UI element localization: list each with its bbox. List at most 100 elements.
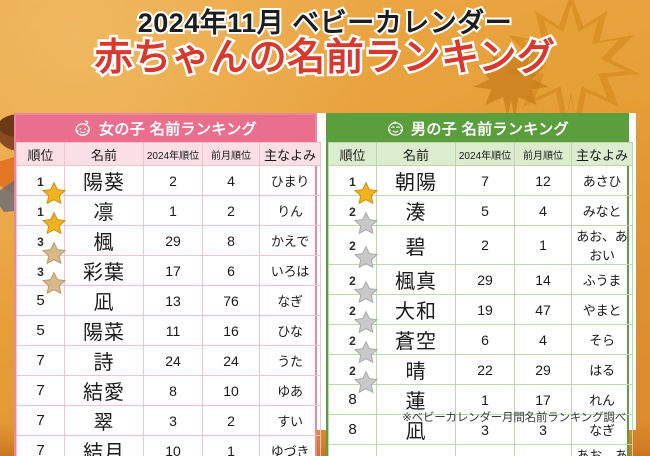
cell-name: 楓真 <box>376 264 456 295</box>
cell-reading: ひまり <box>259 165 321 196</box>
cell-name: 陽葵 <box>64 165 144 196</box>
boys-table-title-text: 男の子 名前ランキング <box>410 121 570 138</box>
col-header-year-rank: 2024年順位 <box>455 142 515 166</box>
cell-prev-month-rank: 8 <box>202 225 260 256</box>
cell-name: 凪 <box>376 414 456 445</box>
title-line-1: 2024年11月 ベビーカレンダー <box>136 6 514 40</box>
cell-year-rank: 6 <box>455 324 515 355</box>
cell-name: 結月 <box>64 435 144 456</box>
boys-ranking-table: 男の子 名前ランキング 順位 名前 2024年順位 前月順位 主なよみ 1 朝陽 7… <box>326 113 633 456</box>
col-header-name: 名前 <box>376 142 456 166</box>
page-title: 2024年11月 ベビーカレンダー 赤ちゃんの名前ランキング <box>0 6 650 82</box>
cell-year-rank: 2 <box>143 165 203 196</box>
cell-prev-month-rank: 4 <box>514 324 572 355</box>
table-row: 3 楓 29 8 かえで <box>16 225 321 264</box>
cell-reading: はる <box>571 354 633 385</box>
cell-rank: 7 <box>16 345 65 376</box>
col-header-prev-month-rank: 前月順位 <box>514 142 572 166</box>
cell-prev-month-rank: 47 <box>514 294 572 325</box>
cell-name: 陽菜 <box>64 315 144 346</box>
boys-table: 順位 名前 2024年順位 前月順位 主なよみ 1 朝陽 7 12 あさひ 2 湊 5 4 みなと… <box>328 142 633 456</box>
cell-rank: 7 <box>16 405 65 436</box>
girls-table-body: 1 陽葵 2 4 ひまり 1 凛 1 2 りん 3 楓 29 8 かえで 3 彩葉 17 6 いろは 5 凪 13 76 なぎ 5… <box>16 165 321 456</box>
boys-header-row: 順位 名前 2024年順位 前月順位 主なよみ <box>328 142 633 166</box>
cell-rank: 2 <box>328 225 378 269</box>
cell-prev-month-rank: 1 <box>514 225 572 265</box>
table-row: 7 詩 24 24 うた <box>16 345 321 376</box>
cell-name: 凪 <box>64 285 144 316</box>
cell-name: 蓮 <box>376 384 456 415</box>
cell-year-rank: 1 <box>455 384 515 415</box>
cell-rank: 1 <box>16 165 66 204</box>
cell-year-rank: 8 <box>143 375 203 406</box>
cell-year-rank: 17 <box>143 255 203 286</box>
cell-reading: あお、あおい <box>571 225 633 265</box>
cell-name: 彩葉 <box>64 255 144 286</box>
cell-rank: 2 <box>328 354 378 393</box>
cell-year-rank: 15 <box>455 444 515 456</box>
cell-year-rank: 11 <box>143 315 203 346</box>
cell-name: 湊 <box>376 195 456 226</box>
table-row: 3 彩葉 17 6 いろは <box>16 255 321 294</box>
cell-reading: ふうま <box>571 264 633 295</box>
table-row: 2 蒼空 6 4 そら <box>328 324 633 363</box>
boys-table-header: 男の子 名前ランキング <box>328 115 627 142</box>
cell-reading: やまと <box>571 294 633 325</box>
girls-table-title-text: 女の子 名前ランキング <box>98 121 258 138</box>
cell-reading: あお、あおい <box>571 444 633 456</box>
cell-year-rank: 2 <box>455 225 515 265</box>
cell-reading: そら <box>571 324 633 355</box>
cell-prev-month-rank: 6 <box>202 255 260 286</box>
cell-year-rank: 10 <box>143 435 203 456</box>
table-row: 7 結愛 8 10 ゆあ <box>16 375 321 406</box>
cell-prev-month-rank: 29 <box>514 354 572 385</box>
cell-year-rank: 29 <box>143 225 203 256</box>
table-row: 8蒼1522あお、あおい <box>328 444 633 456</box>
table-row: 7 結月 10 1 ゆづき <box>16 435 321 456</box>
cell-prev-month-rank: 2 <box>202 195 260 226</box>
cell-rank: 8 <box>328 444 377 456</box>
cell-prev-month-rank: 22 <box>514 444 572 456</box>
cell-rank: 2 <box>328 324 378 363</box>
cell-reading: うた <box>259 345 321 376</box>
table-row: 5 陽菜 11 16 ひな <box>16 315 321 346</box>
boys-table-body: 1 朝陽 7 12 あさひ 2 湊 5 4 みなと 2 碧 2 1 あお、あおい 2 楓真 29 14 ふうま 2 大和 1… <box>328 165 633 456</box>
cell-prev-month-rank: 4 <box>202 165 260 196</box>
col-header-rank: 順位 <box>328 142 377 166</box>
cell-year-rank: 29 <box>455 264 515 295</box>
cell-reading: あさひ <box>571 165 633 196</box>
cell-prev-month-rank: 12 <box>514 165 572 196</box>
cell-prev-month-rank: 2 <box>202 405 260 436</box>
source-footnote: ※ベビーカレンダー月間名前ランキング調べ <box>402 412 626 424</box>
table-row: 2 楓真 29 14 ふうま <box>328 264 633 303</box>
table-row: 2 碧 2 1 あお、あおい <box>328 225 633 269</box>
cell-prev-month-rank: 14 <box>514 264 572 295</box>
cell-name: 結愛 <box>64 375 144 406</box>
cell-reading: なぎ <box>259 285 321 316</box>
cell-reading: すい <box>259 405 321 436</box>
cell-name: 楓 <box>64 225 144 256</box>
cell-name: 蒼 <box>376 444 456 456</box>
cell-rank: 5 <box>16 315 65 346</box>
col-header-reading: 主なよみ <box>259 142 321 166</box>
cell-rank: 7 <box>16 435 65 456</box>
cell-year-rank: 19 <box>455 294 515 325</box>
cell-name: 翠 <box>64 405 144 436</box>
cell-rank: 8 <box>328 414 377 445</box>
cell-reading: かえで <box>259 225 321 256</box>
cell-prev-month-rank: 76 <box>202 285 260 316</box>
table-row: 2 晴 22 29 はる <box>328 354 633 393</box>
cell-prev-month-rank: 24 <box>202 345 260 376</box>
cell-rank: 7 <box>16 375 65 406</box>
cell-reading: いろは <box>259 255 321 286</box>
cell-name: 晴 <box>376 354 456 385</box>
cell-year-rank: 24 <box>143 345 203 376</box>
table-row: 1 朝陽 7 12 あさひ <box>328 165 633 204</box>
cell-prev-month-rank: 1 <box>202 435 260 456</box>
cell-year-rank: 22 <box>455 354 515 385</box>
cell-year-rank: 3 <box>143 405 203 436</box>
baby-face-icon <box>386 119 405 138</box>
cell-rank: 1 <box>328 165 378 204</box>
col-header-name: 名前 <box>64 142 144 166</box>
